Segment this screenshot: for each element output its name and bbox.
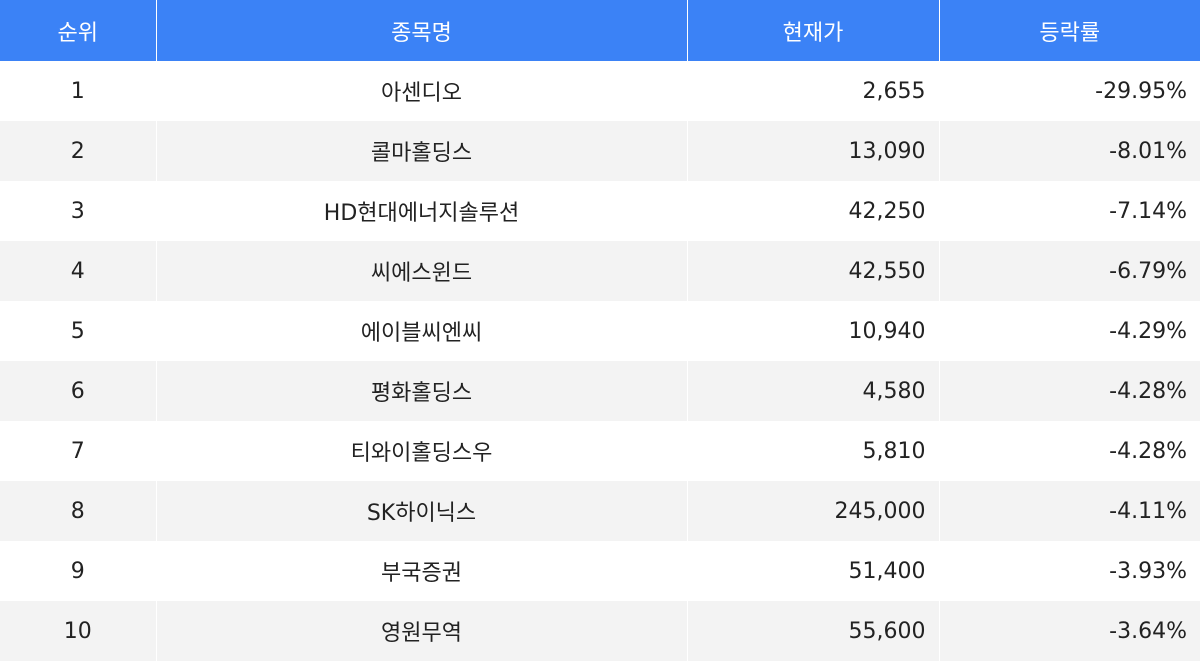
stock-name-cell: 영원무역: [155, 601, 687, 661]
table-header: 순위 종목명 현재가 등락률: [0, 0, 1200, 61]
stock-name-cell: 티와이홀딩스우: [155, 421, 687, 481]
rank-cell: 7: [70, 438, 85, 464]
table-row: 9 부국증권 51,400 -3.93%: [0, 541, 1200, 601]
stock-name-cell: 에이블씨엔씨: [155, 301, 687, 361]
header-rank: 순위: [57, 20, 98, 46]
price-cell: 42,550: [686, 241, 939, 301]
price-cell: 51,400: [686, 541, 939, 601]
rank-cell: 6: [70, 378, 85, 404]
table-row: 2 콜마홀딩스 13,090 -8.01%: [0, 121, 1200, 181]
change-rate-cell: -4.28%: [938, 421, 1200, 481]
price-cell: 2,655: [686, 61, 939, 121]
price-cell: 10,940: [686, 301, 939, 361]
price-cell: 245,000: [686, 481, 939, 541]
rank-cell: 10: [63, 618, 92, 644]
table-row: 1 아센디오 2,655 -29.95%: [0, 61, 1200, 121]
table-row: 4 씨에스윈드 42,550 -6.79%: [0, 241, 1200, 301]
stock-name-cell: 씨에스윈드: [155, 241, 687, 301]
price-cell: 55,600: [686, 601, 939, 661]
stock-name-cell: 부국증권: [155, 541, 687, 601]
change-rate-cell: -4.29%: [938, 301, 1200, 361]
price-cell: 5,810: [686, 421, 939, 481]
rank-cell: 5: [70, 318, 85, 344]
rank-cell: 1: [70, 78, 85, 104]
table-row: 5 에이블씨엔씨 10,940 -4.29%: [0, 301, 1200, 361]
rank-cell: 3: [70, 198, 85, 224]
change-rate-cell: -6.79%: [938, 241, 1200, 301]
change-rate-cell: -4.28%: [938, 361, 1200, 421]
table-row: 7 티와이홀딩스우 5,810 -4.28%: [0, 421, 1200, 481]
change-rate-cell: -29.95%: [938, 61, 1200, 121]
table-row: 6 평화홀딩스 4,580 -4.28%: [0, 361, 1200, 421]
stock-name-cell: 평화홀딩스: [155, 361, 687, 421]
table-body: 1 아센디오 2,655 -29.95% 2 콜마홀딩스 13,090 -8.0…: [0, 61, 1200, 661]
table-row: 10 영원무역 55,600 -3.64%: [0, 601, 1200, 661]
rank-cell: 4: [70, 258, 85, 284]
change-rate-cell: -3.93%: [938, 541, 1200, 601]
price-cell: 42,250: [686, 181, 939, 241]
table-row: 8 SK하이닉스 245,000 -4.11%: [0, 481, 1200, 541]
price-cell: 13,090: [686, 121, 939, 181]
header-name: 종목명: [155, 0, 687, 61]
stock-name-cell: SK하이닉스: [155, 481, 687, 541]
rank-cell: 2: [70, 138, 85, 164]
table-row: 3 HD현대에너지솔루션 42,250 -7.14%: [0, 181, 1200, 241]
header-price: 현재가: [686, 0, 939, 61]
change-rate-cell: -4.11%: [938, 481, 1200, 541]
change-rate-cell: -3.64%: [938, 601, 1200, 661]
price-cell: 4,580: [686, 361, 939, 421]
rank-cell: 8: [70, 498, 85, 524]
stock-name-cell: 아센디오: [155, 61, 687, 121]
rank-cell: 9: [70, 558, 85, 584]
change-rate-cell: -7.14%: [938, 181, 1200, 241]
header-change: 등락률: [938, 0, 1200, 61]
header-row: 순위 종목명 현재가 등락률: [0, 0, 1200, 61]
stock-name-cell: HD현대에너지솔루션: [155, 181, 687, 241]
change-rate-cell: -8.01%: [938, 121, 1200, 181]
stock-name-cell: 콜마홀딩스: [155, 121, 687, 181]
